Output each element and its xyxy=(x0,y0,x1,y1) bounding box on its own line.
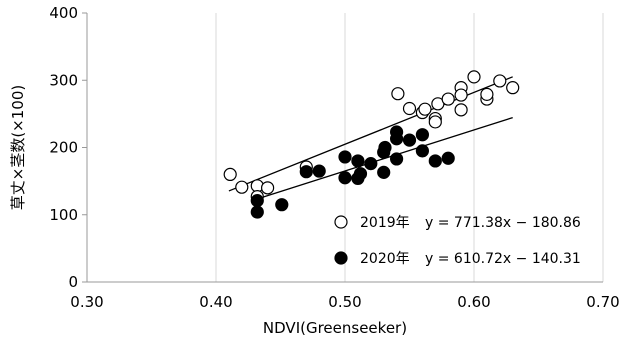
point-2019 xyxy=(262,182,274,194)
point-2020 xyxy=(416,129,428,141)
point-2019 xyxy=(455,104,467,116)
y-tick-label: 300 xyxy=(49,71,78,89)
point-2019 xyxy=(224,168,236,180)
legend-equation: y = 771.38x − 180.86 xyxy=(425,215,581,231)
point-2020 xyxy=(251,206,263,218)
point-2020 xyxy=(354,168,366,180)
x-tick-label: 0.60 xyxy=(457,293,490,311)
point-2020 xyxy=(379,142,391,154)
point-2020 xyxy=(391,153,403,165)
point-2020 xyxy=(276,199,288,211)
trend-lines xyxy=(229,77,513,200)
point-2020 xyxy=(442,152,454,164)
legend-equation: y = 610.72x − 140.31 xyxy=(425,251,581,267)
point-2020 xyxy=(339,172,351,184)
point-2020 xyxy=(416,145,428,157)
y-tick-label: 0 xyxy=(68,273,78,291)
point-2020 xyxy=(300,166,312,178)
point-2019 xyxy=(442,93,454,105)
trend-line xyxy=(229,77,513,191)
y-axis-title: 草丈×茎数(×100) xyxy=(9,85,27,210)
point-2020 xyxy=(429,155,441,167)
legend-marker xyxy=(335,216,347,228)
point-2020 xyxy=(339,151,351,163)
point-2019 xyxy=(429,116,441,128)
point-2019 xyxy=(481,88,493,100)
point-2020 xyxy=(251,195,263,207)
axes xyxy=(82,13,603,282)
x-tick-label: 0.30 xyxy=(70,293,103,311)
point-2019 xyxy=(468,71,480,83)
legend: 2019年 y = 771.38x − 180.86 2020年 y = 610.72… xyxy=(335,215,581,267)
point-2019 xyxy=(236,181,248,193)
point-2020 xyxy=(404,134,416,146)
y-tick-label: 200 xyxy=(49,139,78,157)
point-2020 xyxy=(378,166,390,178)
point-2019 xyxy=(419,103,431,115)
y-tick-label: 100 xyxy=(49,206,78,224)
y-tick-label: 400 xyxy=(49,4,78,22)
point-2020 xyxy=(391,133,403,145)
point-2019 xyxy=(392,88,404,100)
point-2019 xyxy=(494,75,506,87)
point-2019 xyxy=(507,82,519,94)
x-tick-labels: 0.30 0.40 0.50 0.60 0.70 xyxy=(70,293,619,311)
point-2020 xyxy=(365,158,377,170)
y-tick-labels: 0 100 200 300 400 xyxy=(49,4,78,291)
point-2020 xyxy=(352,155,364,167)
legend-label: 2020年 xyxy=(360,251,410,267)
gridlines xyxy=(216,13,603,282)
legend-marker xyxy=(335,252,347,264)
legend-label: 2019年 xyxy=(360,215,410,231)
x-tick-label: 0.40 xyxy=(199,293,232,311)
point-2020 xyxy=(313,165,325,177)
point-2019 xyxy=(455,89,467,101)
point-2019 xyxy=(404,102,416,114)
x-tick-label: 0.50 xyxy=(328,293,361,311)
x-axis-title: NDVI(Greenseeker) xyxy=(263,319,407,337)
x-tick-label: 0.70 xyxy=(586,293,619,311)
